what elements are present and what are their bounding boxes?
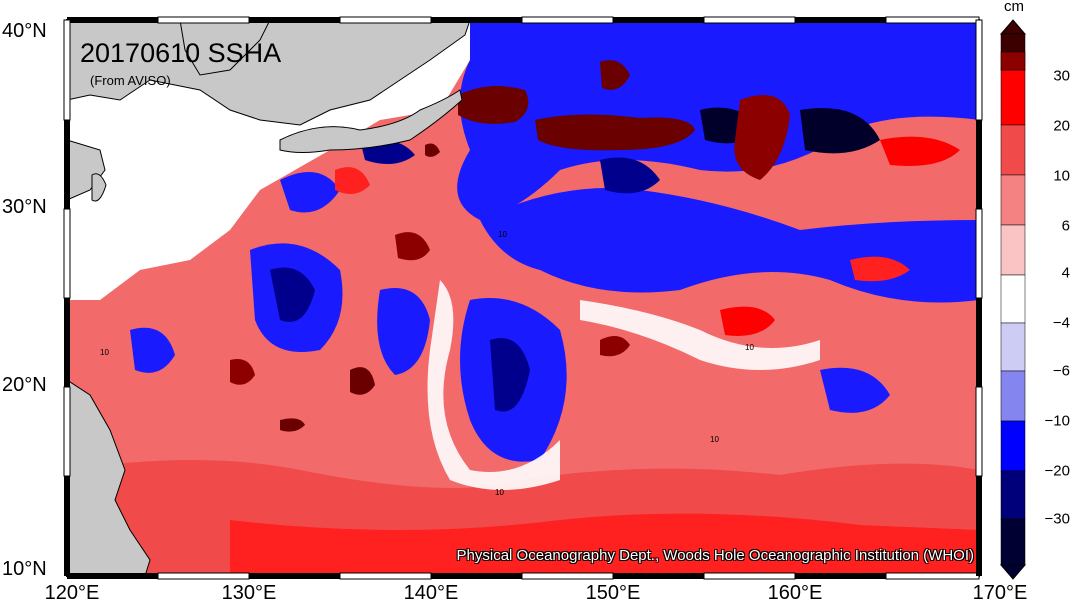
lon-label: 140°E xyxy=(403,582,459,604)
land-japan xyxy=(279,89,463,153)
colorbar-swatch xyxy=(1000,51,1026,71)
colorbar-swatch xyxy=(1000,322,1026,372)
positive-eddy-kuroshio xyxy=(458,86,529,124)
colorbar-swatch xyxy=(1000,518,1026,566)
positive-eddy-small-3 xyxy=(395,232,430,261)
colorbar-tick-label: −30 xyxy=(1044,510,1070,528)
colorbar-swatch xyxy=(1000,274,1026,324)
colorbar-tick-label: −6 xyxy=(1052,362,1070,380)
lat-label: 30°N xyxy=(2,196,47,218)
map-credit: Physical Oceanography Dept., Woods Hole … xyxy=(456,547,974,564)
colorbar-swatch xyxy=(1000,69,1026,126)
colorbar-tick-label: 6 xyxy=(1061,217,1070,235)
colorbar-tick-label: −20 xyxy=(1044,462,1070,480)
positive-eddy-small-4 xyxy=(230,359,255,385)
lat-label: 10°N xyxy=(2,558,47,580)
positive-eddy-small-9 xyxy=(425,143,440,157)
lon-label: 130°E xyxy=(221,582,277,604)
contour-label: 10 xyxy=(745,343,754,352)
negative-eddy-small xyxy=(377,288,430,375)
negative-core-3 xyxy=(600,157,660,194)
negative-eddy-north xyxy=(280,172,340,213)
colorbar-swatch xyxy=(1000,174,1026,226)
lon-label: 170°E xyxy=(972,582,1028,604)
positive-eddy-ring xyxy=(720,306,775,336)
colorbar-tick-label: 30 xyxy=(1053,67,1070,85)
map-frame xyxy=(63,16,983,580)
lon-label: 150°E xyxy=(585,582,641,604)
colorbar xyxy=(999,19,1027,580)
colorbar-min-arrow xyxy=(999,564,1027,580)
colorbar-swatch xyxy=(1000,224,1026,276)
neutral-band-east xyxy=(580,300,820,370)
colorbar-swatch xyxy=(1000,370,1026,422)
map-subtitle: (From AVISO) xyxy=(90,73,171,88)
colorbar-tick-label: 10 xyxy=(1053,167,1070,185)
contour-label: 10 xyxy=(710,435,719,444)
negative-core-1 xyxy=(270,267,315,322)
colorbar-tick-label: 4 xyxy=(1061,264,1070,282)
lat-label: 20°N xyxy=(2,374,47,396)
colorbar-tick-label: 20 xyxy=(1053,117,1070,135)
negative-eddy-east xyxy=(820,367,890,413)
lon-label: 160°E xyxy=(767,582,823,604)
colorbar-unit: cm xyxy=(1004,0,1024,15)
positive-eddy-small-7 xyxy=(880,136,960,166)
lat-label: 40°N xyxy=(2,20,47,42)
positive-eddy-small-8 xyxy=(280,418,305,432)
strong-positive-belt-south xyxy=(230,513,979,576)
land-asia-mainland xyxy=(66,19,471,126)
positive-eddy-extension xyxy=(535,114,695,151)
colorbar-swatch xyxy=(1000,124,1026,176)
land-taiwan xyxy=(91,173,107,202)
colorbar-tick-label: −4 xyxy=(1052,314,1070,332)
positive-eddy-east xyxy=(734,95,790,180)
contour-label: 10 xyxy=(495,488,504,497)
colorbar-swatch xyxy=(1000,470,1026,520)
negative-eddy-far-west xyxy=(130,327,175,373)
contour-label: 10 xyxy=(100,348,109,357)
map-title: 20170610 SSHA xyxy=(80,38,282,68)
lon-label: 120°E xyxy=(44,582,100,604)
positive-eddy-small-5 xyxy=(335,167,370,194)
positive-eddy-north xyxy=(600,60,630,90)
neutral-band-central xyxy=(427,280,560,490)
negative-core-2 xyxy=(490,338,530,412)
positive-eddy-small-2 xyxy=(350,367,375,395)
positive-eddy-small-1 xyxy=(600,336,630,357)
colorbar-tick-label: −10 xyxy=(1044,412,1070,430)
colorbar-swatch xyxy=(1000,420,1026,472)
contour-label: 10 xyxy=(498,230,507,239)
negative-core-5 xyxy=(800,108,880,154)
colorbar-max-arrow xyxy=(999,19,1027,35)
positive-eddy-small-6 xyxy=(850,256,910,282)
